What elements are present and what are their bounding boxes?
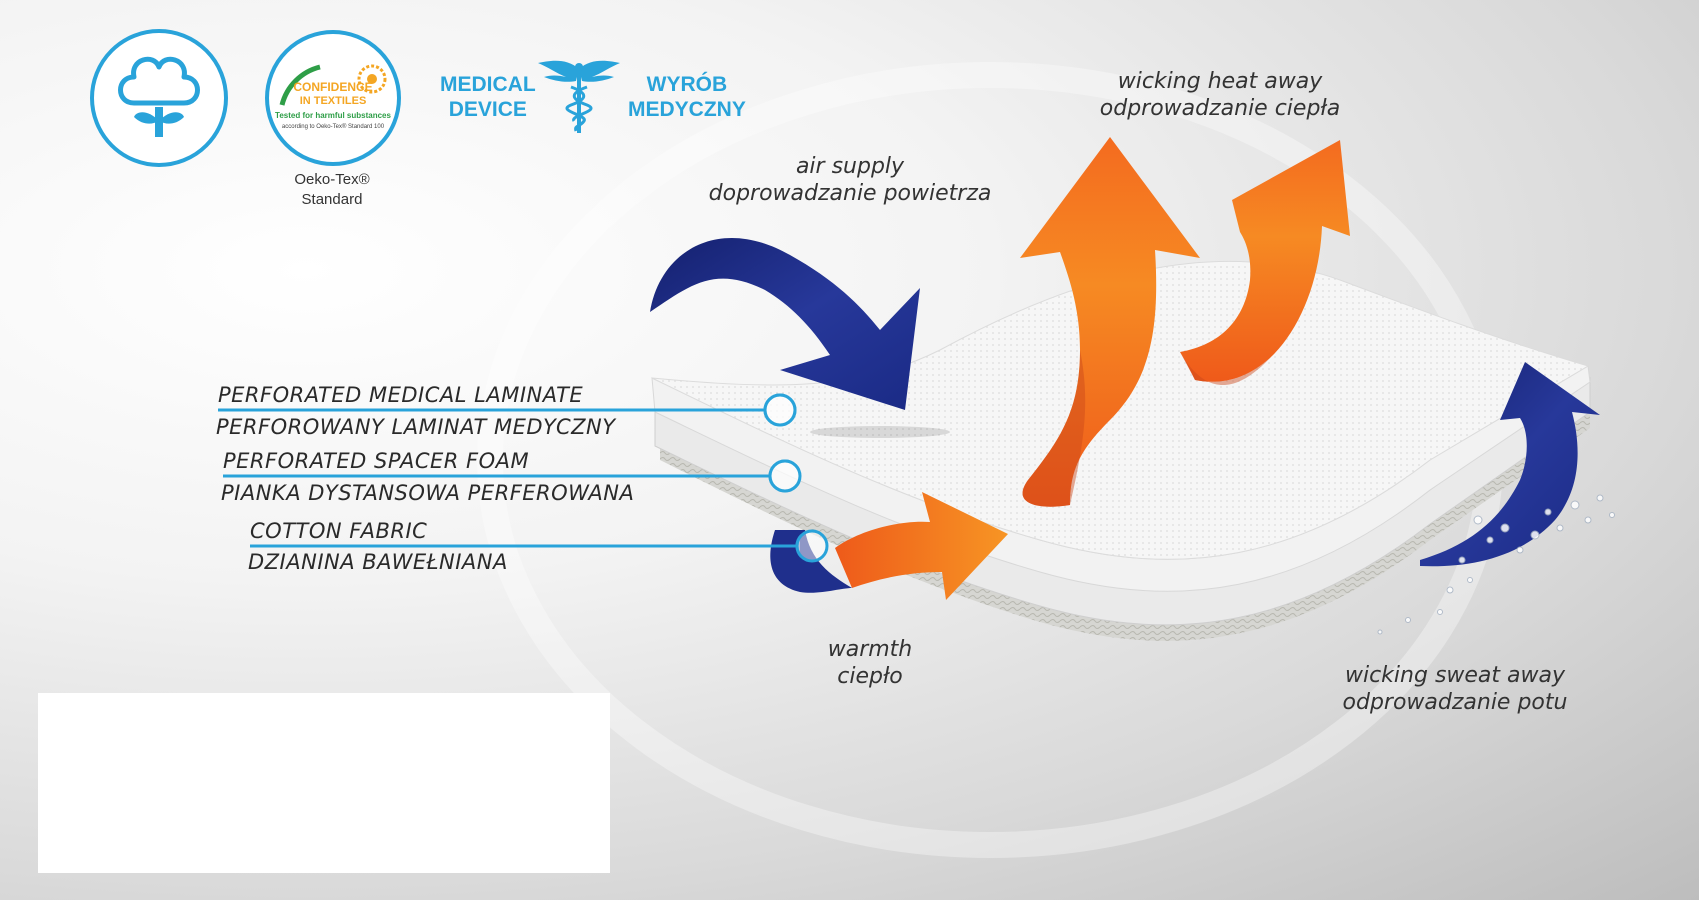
medical-device-line2: DEVICE: [448, 98, 527, 121]
medical-device-pl-line2: MEDYCZNY: [628, 98, 746, 121]
air-supply-line2: doprowadzanie powietrza: [708, 181, 992, 206]
oekotex-flower-icon: [357, 64, 387, 94]
wicking-sweat-caption: wicking sweat away odprowadzanie potu: [1305, 662, 1605, 716]
layer-laminate-pl: PERFOROWANY LAMINAT MEDYCZNY: [216, 415, 616, 439]
oekotex-line4: according to Oeko-Tex® Standard 100: [282, 123, 385, 130]
medical-device-line1: MEDICAL: [440, 73, 536, 96]
water-droplets-icon: [1377, 494, 1615, 635]
warmth-line1: warmth: [827, 637, 913, 662]
cotton-flower-icon: [90, 29, 228, 167]
oekotex-line3: Tested for harmful substances: [275, 111, 391, 120]
product-layers-illustration: [640, 137, 1615, 641]
oekotex-caption-line2: Standard: [301, 191, 363, 208]
blank-white-panel: [38, 693, 610, 873]
oekotex-line1: CONFIDENCE: [293, 80, 372, 94]
oekotex-caption: Oeko-Tex® Standard: [272, 170, 392, 210]
layer-foam-en: PERFORATED SPACER FOAM: [223, 449, 530, 473]
caduceus-icon: [538, 60, 620, 133]
medical-device-label: MEDICAL DEVICE: [440, 72, 536, 122]
callout-lines: [218, 393, 800, 558]
oekotex-line2: IN TEXTILES: [300, 95, 367, 107]
wicking-sweat-line1: wicking sweat away: [1344, 663, 1566, 688]
wicking-heat-caption: wicking heat away odprowadzanie ciepła: [1070, 68, 1370, 122]
medical-device-pl-label: WYRÓB MEDYCZNY: [628, 72, 746, 122]
oekotex-badge: CONFIDENCE IN TEXTILES Tested for harmfu…: [265, 30, 401, 166]
layer-foam-pl: PIANKA DYSTANSOWA PERFEROWANA: [221, 481, 635, 505]
layer-cotton-pl: DZIANINA BAWEŁNIANA: [248, 550, 508, 574]
layer-cotton-en: COTTON FABRIC: [250, 519, 428, 543]
warmth-line2: ciepło: [837, 664, 903, 689]
medical-device-pl-line1: WYRÓB: [646, 73, 728, 96]
wicking-heat-line2: odprowadzanie ciepła: [1099, 96, 1341, 121]
wicking-heat-line1: wicking heat away: [1117, 69, 1323, 94]
layer-laminate-en: PERFORATED MEDICAL LAMINATE: [218, 383, 584, 407]
oekotex-caption-line1: Oeko-Tex®: [294, 171, 370, 188]
wicking-sweat-line2: odprowadzanie potu: [1342, 690, 1568, 715]
air-supply-line1: air supply: [795, 154, 905, 179]
air-supply-caption: air supply doprowadzanie powietrza: [700, 153, 1000, 207]
warmth-caption: warmth ciepło: [780, 636, 960, 690]
